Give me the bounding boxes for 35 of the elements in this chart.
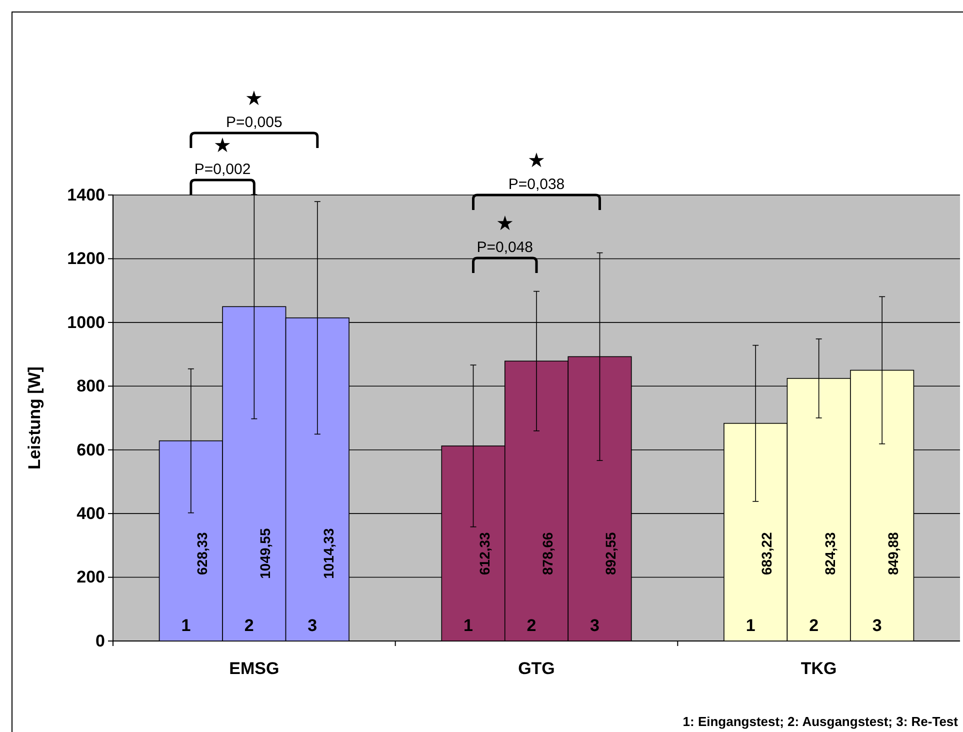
data-label: 824,33 xyxy=(822,532,838,575)
annotation: ★ P=0,048 xyxy=(476,213,534,256)
y-tick-label: 800 xyxy=(76,376,105,396)
text: 2 xyxy=(809,616,819,635)
text: ★ P=0,002 xyxy=(194,135,251,178)
x-tick-label: GTG xyxy=(518,659,555,678)
y-tick-label: 400 xyxy=(76,504,105,524)
text: 2 xyxy=(526,616,536,635)
data-label: 683,22 xyxy=(758,532,775,575)
data-label: 1014,33 xyxy=(320,528,336,579)
y-tick-label: 1200 xyxy=(67,249,105,268)
text: ★ P=0,005 xyxy=(226,88,282,131)
x-tick-label: EMSG xyxy=(229,659,280,678)
text: 3 xyxy=(590,616,600,635)
text: 1 xyxy=(746,616,756,635)
data-label: 612,33 xyxy=(476,532,492,575)
series-label: 1 xyxy=(181,616,191,635)
series-label: 3 xyxy=(308,616,318,635)
text: 1 xyxy=(464,616,473,635)
y-tick-label: 600 xyxy=(76,440,105,460)
text: ★ P=0,038 xyxy=(508,150,565,193)
data-label: 878,66 xyxy=(540,532,556,575)
series-label: 2 xyxy=(244,616,254,635)
text: 3 xyxy=(872,616,882,635)
y-tick-label: 1400 xyxy=(67,185,105,204)
data-label: 849,88 xyxy=(885,532,902,575)
x-tick-label: TKG xyxy=(800,659,837,678)
data-label: 892,55 xyxy=(602,532,619,575)
data-label: 628,33 xyxy=(194,532,210,575)
y-axis-title: Leistung [W] xyxy=(25,366,44,470)
y-tick-label: 1000 xyxy=(67,312,105,332)
data-label: 1049,55 xyxy=(257,528,274,579)
y-tick-label: 0 xyxy=(96,631,105,650)
y-tick-label: 200 xyxy=(76,568,105,587)
text: 1: Eingangstest; 2: Ausgangstest; 3: Re-Test xyxy=(682,714,959,729)
